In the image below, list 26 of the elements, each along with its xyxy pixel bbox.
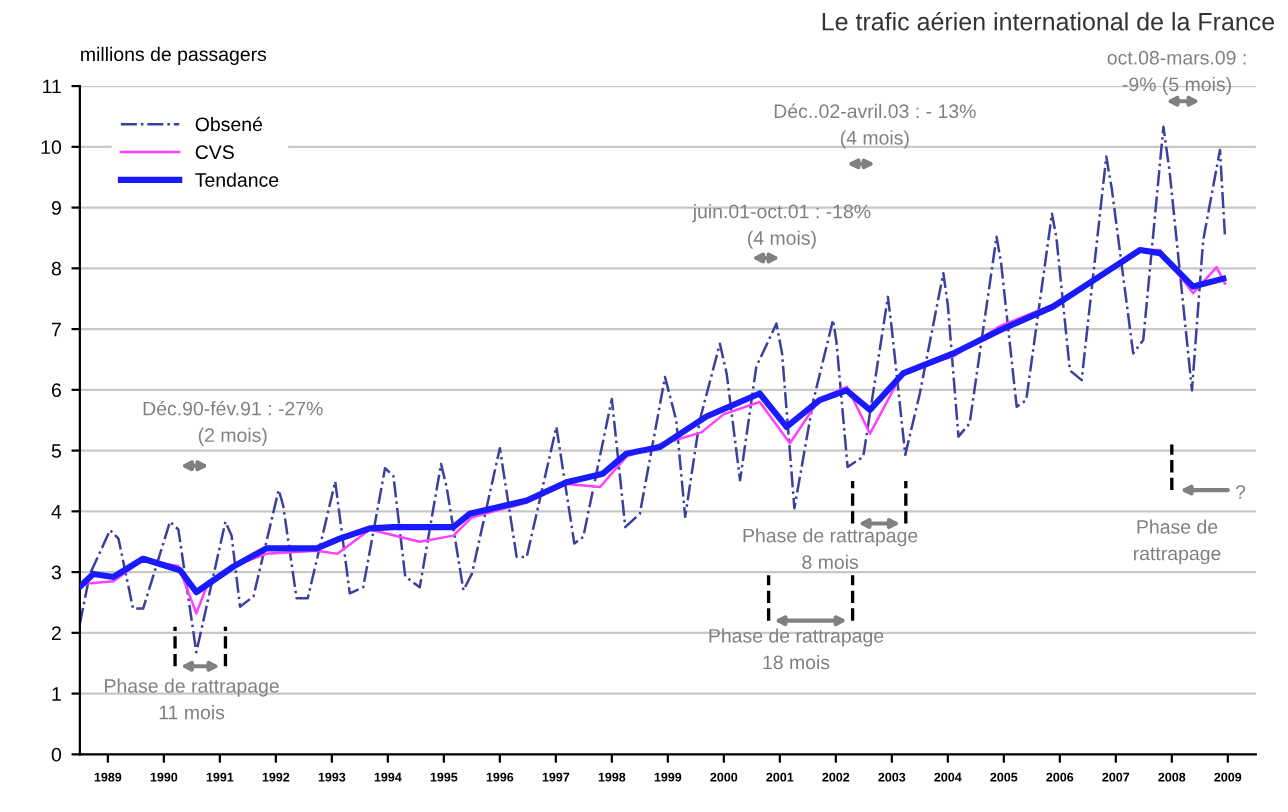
annotation: Phase de rattrapage 11 mois xyxy=(105,678,279,720)
y-tick-label: 6 xyxy=(51,383,61,398)
annotation: Déc.90-fév.91 : -27% (2 mois) xyxy=(143,400,323,446)
y-tick-label: 5 xyxy=(51,444,61,458)
annotation: ? xyxy=(1235,485,1246,499)
annotation: Phase de rattrapage 18 mois xyxy=(709,628,884,670)
y-tick-label: 0 xyxy=(51,747,62,762)
y-tick-label: 9 xyxy=(51,201,61,215)
annotation: Déc..02-avril.03 : - 13% (4 mois) xyxy=(774,103,976,149)
annotation: Phase de rattrapage xyxy=(1133,519,1221,565)
y-tick-label: 11 xyxy=(43,79,61,94)
y-tick-label: 1 xyxy=(52,687,61,701)
legend-label: CVS xyxy=(195,145,234,160)
y-tick-label: 7 xyxy=(51,322,61,337)
legend-label: Obsené xyxy=(195,116,262,132)
y-tick-label: 8 xyxy=(51,261,61,276)
y-tick-label: 2 xyxy=(51,626,61,640)
y-tick-label: 3 xyxy=(51,565,61,580)
annotation: juin.01-oct.01 : -18% (4 mois) xyxy=(692,204,871,249)
annotation: oct.08-mars.09 : -9% (5 mois) xyxy=(1107,50,1246,96)
legend-label: Tendance xyxy=(195,172,279,187)
y-axis-title: millions de passagers xyxy=(81,46,267,65)
chart-title: Le trafic aérien international de la France xyxy=(822,11,1275,31)
annotation: Phase de rattrapage 8 mois xyxy=(743,528,918,570)
y-tick-label: 10 xyxy=(41,140,62,155)
y-tick-label: 4 xyxy=(51,505,62,519)
